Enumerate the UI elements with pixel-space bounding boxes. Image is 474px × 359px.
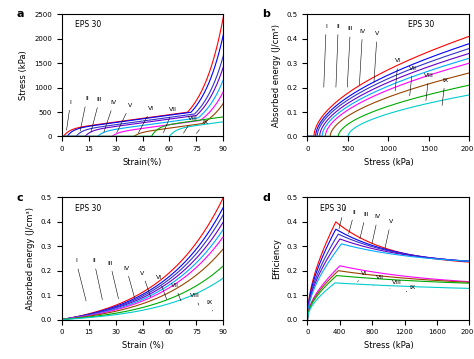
Text: VIII: VIII bbox=[390, 280, 401, 288]
Text: IX: IX bbox=[442, 78, 448, 106]
Text: VII: VII bbox=[164, 107, 177, 133]
Text: I: I bbox=[66, 100, 72, 130]
Text: EPS 30: EPS 30 bbox=[74, 20, 101, 29]
Y-axis label: Efficiency: Efficiency bbox=[272, 238, 281, 279]
X-axis label: Strain (%): Strain (%) bbox=[121, 341, 164, 350]
X-axis label: Strain(%): Strain(%) bbox=[123, 158, 162, 167]
Text: IV: IV bbox=[359, 29, 365, 85]
Text: c: c bbox=[16, 192, 23, 202]
Text: IX: IX bbox=[206, 300, 213, 311]
Text: III: III bbox=[360, 212, 369, 239]
Text: V: V bbox=[140, 271, 151, 297]
Text: IV: IV bbox=[123, 266, 135, 298]
Text: b: b bbox=[262, 9, 270, 19]
Text: VII: VII bbox=[171, 283, 181, 301]
Text: II: II bbox=[336, 24, 340, 87]
Text: V: V bbox=[385, 219, 393, 248]
Text: VII: VII bbox=[374, 275, 384, 285]
Text: V: V bbox=[117, 103, 132, 133]
Text: I: I bbox=[75, 258, 86, 301]
Text: I: I bbox=[339, 207, 345, 229]
Y-axis label: Absorbed energy (J/cm³): Absorbed energy (J/cm³) bbox=[26, 207, 35, 310]
Text: d: d bbox=[262, 192, 270, 202]
Text: II: II bbox=[349, 210, 356, 234]
X-axis label: Stress (kPa): Stress (kPa) bbox=[364, 341, 413, 350]
Text: VII: VII bbox=[409, 65, 417, 96]
Text: VIII: VIII bbox=[424, 73, 434, 101]
Text: IV: IV bbox=[104, 100, 117, 132]
Text: III: III bbox=[91, 97, 102, 132]
Text: VI: VI bbox=[155, 275, 167, 299]
Text: VI: VI bbox=[395, 58, 401, 91]
Text: IV: IV bbox=[372, 214, 381, 243]
Text: IX: IX bbox=[406, 285, 416, 292]
Text: III: III bbox=[107, 261, 118, 299]
Text: EPS 30: EPS 30 bbox=[320, 204, 346, 213]
Text: EPS 30: EPS 30 bbox=[74, 204, 101, 213]
Text: VIII: VIII bbox=[190, 293, 200, 305]
Text: I: I bbox=[324, 24, 327, 87]
X-axis label: Stress (kPa): Stress (kPa) bbox=[364, 158, 413, 167]
Text: EPS 30: EPS 30 bbox=[408, 20, 434, 29]
Text: II: II bbox=[80, 96, 89, 131]
Text: V: V bbox=[374, 31, 379, 82]
Text: III: III bbox=[347, 27, 353, 87]
Text: a: a bbox=[16, 9, 24, 19]
Y-axis label: Stress (kPa): Stress (kPa) bbox=[19, 51, 28, 100]
Text: VIII: VIII bbox=[183, 116, 198, 133]
Text: VI: VI bbox=[358, 271, 367, 282]
Text: IX: IX bbox=[196, 120, 209, 134]
Y-axis label: Absorbed energy (J/cm³): Absorbed energy (J/cm³) bbox=[272, 24, 281, 127]
Text: VI: VI bbox=[138, 106, 155, 133]
Text: II: II bbox=[92, 258, 102, 300]
